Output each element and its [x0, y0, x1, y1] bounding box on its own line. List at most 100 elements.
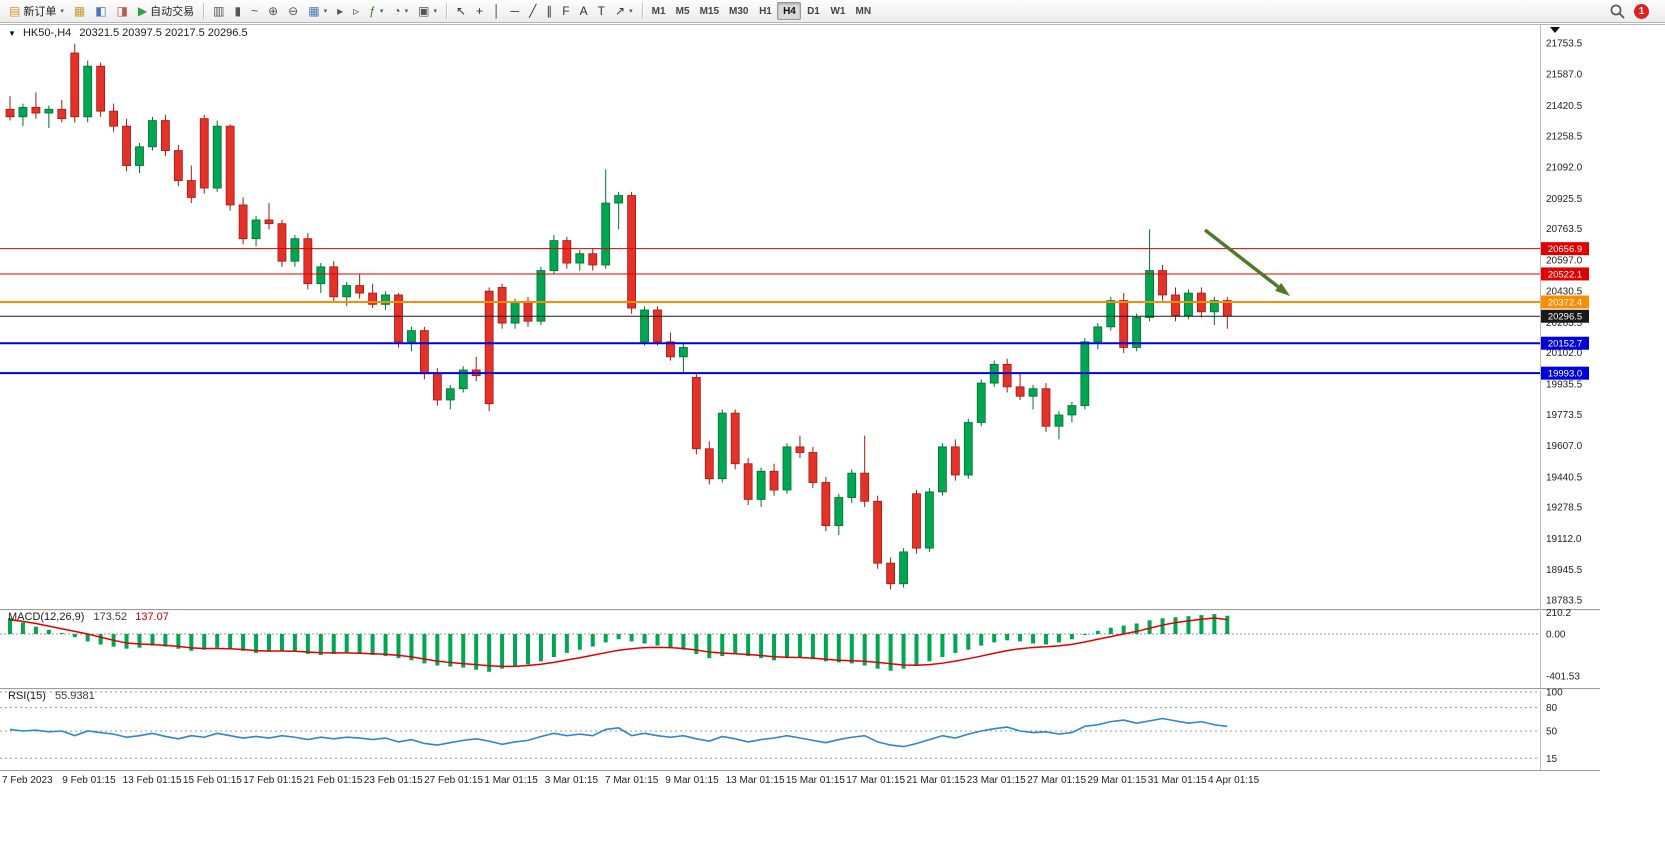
auto-scroll-icon[interactable]: ▸ [332, 2, 348, 21]
timeframe-d1[interactable]: D1 [801, 2, 825, 20]
horizontal-line-icon: ─ [510, 4, 520, 18]
candle [18, 103, 28, 127]
templates-icon[interactable]: ▣ ▾ [413, 2, 442, 21]
terminal-icon[interactable]: ◨ [112, 2, 133, 21]
candle [225, 124, 235, 211]
candle-body [251, 219, 261, 240]
timeframe-h4[interactable]: H4 [777, 2, 802, 20]
candle-body [458, 369, 468, 390]
label-icon[interactable]: T [593, 2, 610, 21]
time-axis-label: 29 Mar 01:15 [1087, 775, 1146, 786]
autotrade-button[interactable]: ▶ 自动交易 [133, 2, 199, 21]
price-level-lines[interactable] [0, 248, 1540, 375]
time-axis-label: 21 Feb 01:15 [304, 775, 363, 786]
navigator-icon[interactable]: ◧ [90, 2, 111, 21]
timeframe-m30[interactable]: M30 [724, 2, 753, 20]
price-axis-label: 19440.5 [1546, 472, 1583, 483]
candle [1093, 323, 1103, 350]
candle-body [769, 470, 779, 491]
tile-windows-icon: ▦ [308, 4, 320, 18]
timeframe-mn[interactable]: MN [850, 2, 876, 20]
chart-shift-icon[interactable]: ▹ [348, 2, 364, 21]
timeframe-h1[interactable]: H1 [753, 2, 777, 20]
price-axis-label: 20263.5 [1546, 318, 1583, 329]
periods-icon[interactable]: ◔ ▾ [388, 2, 413, 21]
rsi-panel: 100 80 50 15 [0, 688, 1563, 765]
rsi-axis-label: 15 [1546, 754, 1558, 765]
trend-arrow-line[interactable] [1203, 228, 1280, 289]
price-tag: 20522.1 [1541, 267, 1589, 281]
time-axis-label: 4 Apr 01:15 [1208, 775, 1260, 786]
candle-body [743, 463, 753, 500]
bar-chart-mode-icon[interactable]: ▥ [208, 2, 229, 21]
arrows-tool-icon[interactable]: ↗ ▾ [610, 2, 638, 21]
candle-body [1132, 317, 1142, 348]
toolbar: ▤ 新订单 ▾ ▦ ◧ ◨ ▶ 自动交易 ▥ ▮ ~ ⊕ ⊖ ▦ ▾ ▸ ▹ ƒ ▾ ◔ ▾ ▣ ▾ ↖ + │ ─ ╱ ∥ F A T ↗ ▾ M… [0, 0, 1665, 23]
candle [290, 234, 300, 267]
price-axis-label: 21587.0 [1546, 70, 1583, 81]
timeframe-m5[interactable]: M5 [671, 2, 695, 20]
candle [5, 96, 15, 121]
vertical-line-icon[interactable]: │ [488, 2, 506, 21]
market-watch-icon[interactable]: ▦ [69, 2, 90, 21]
candle [264, 203, 274, 230]
timeframe-m15[interactable]: M15 [695, 2, 724, 20]
search-icon[interactable] [1609, 3, 1626, 20]
price-axis-label: 20763.5 [1546, 224, 1583, 235]
candle-body [730, 412, 740, 465]
candle [135, 143, 144, 174]
candle-body [381, 294, 390, 305]
chart-expand-icon[interactable]: ▼ [8, 29, 16, 38]
caret-down-icon: ▾ [60, 8, 64, 15]
notification-badge[interactable]: 1 [1634, 3, 1649, 19]
candle-body [5, 108, 15, 118]
candle-body [601, 202, 611, 266]
price-axis-label: 21420.5 [1546, 101, 1583, 112]
line-chart-mode-icon[interactable]: ~ [246, 2, 263, 21]
channel-icon[interactable]: ∥ [541, 2, 557, 21]
price-tag-label: 20296.5 [1548, 312, 1582, 323]
candle-body [238, 204, 248, 240]
candle-body [614, 195, 624, 204]
indicators-icon[interactable]: ƒ ▾ [364, 2, 388, 21]
price-tag: 20372.4 [1541, 295, 1589, 309]
candle-body [653, 309, 662, 343]
toolbar-separator [641, 3, 643, 19]
candle [1067, 401, 1077, 423]
zoom-out-icon[interactable]: ⊖ [283, 2, 303, 21]
price-tag-label: 19993.0 [1548, 369, 1582, 380]
label-icon: T [597, 4, 605, 18]
new-order-button[interactable]: ▤ 新订单 ▾ [4, 2, 69, 21]
candle-body [1067, 405, 1077, 416]
tile-windows-icon[interactable]: ▦ ▾ [303, 2, 332, 21]
candle [743, 458, 753, 506]
candle [562, 236, 572, 269]
arrow-annotation[interactable] [1203, 228, 1290, 296]
zoom-in-icon[interactable]: ⊕ [263, 2, 283, 21]
fibonacci-icon[interactable]: F [557, 2, 574, 21]
cursor-icon[interactable]: ↖ [451, 2, 471, 21]
text-icon[interactable]: A [575, 2, 593, 21]
scroll-end-marker-icon[interactable] [1550, 27, 1560, 33]
horizontal-line-icon[interactable]: ─ [506, 2, 525, 21]
candle [497, 283, 507, 329]
trend-arrow-head[interactable] [1275, 282, 1290, 296]
trendline-icon[interactable]: ╱ [524, 2, 541, 21]
candle [419, 326, 429, 380]
candle-body [432, 373, 442, 401]
candle [950, 439, 960, 481]
macd-axis-label: -401.53 [1546, 672, 1580, 683]
timeframe-m1[interactable]: M1 [647, 2, 671, 20]
time-axis-label: 7 Mar 01:15 [605, 775, 659, 786]
crosshair-icon[interactable]: + [471, 2, 488, 21]
candle-body [627, 195, 636, 309]
candlestick-mode-icon[interactable]: ▮ [229, 2, 246, 21]
macd-axis-label: 0.00 [1546, 630, 1566, 641]
autotrade-play-icon: ▶ [137, 4, 148, 18]
time-axis-labels: 7 Feb 2023 9 Feb 01:15 13 Feb 01:15 15 Feb … [2, 775, 1260, 786]
macd-main-value: 173.52 [93, 611, 128, 623]
timeframe-w1[interactable]: W1 [825, 2, 850, 20]
candle-body [860, 472, 870, 502]
macd-indicator-label: MACD(12,26,9) 173.52 137.07 [8, 611, 169, 623]
